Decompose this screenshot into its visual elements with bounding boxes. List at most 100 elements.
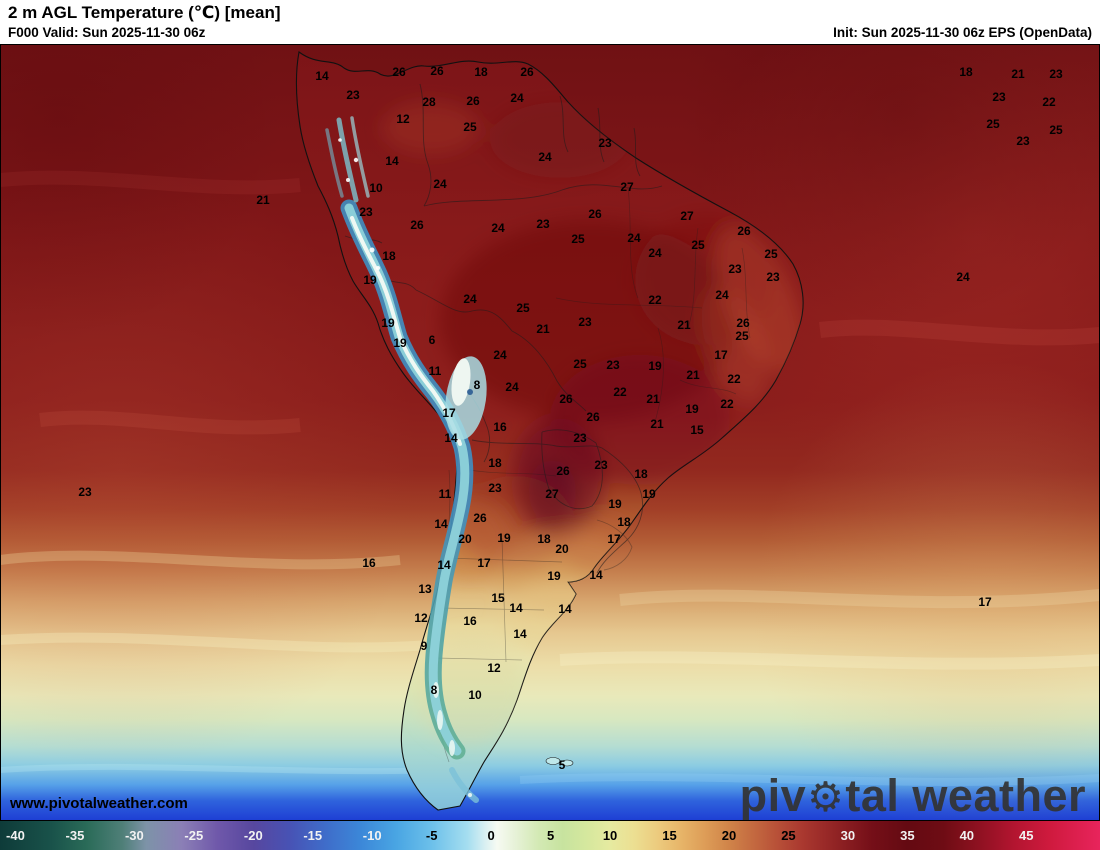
temp-label: 14: [558, 602, 572, 616]
temp-label: 23: [766, 270, 780, 284]
temp-label: 11: [438, 487, 452, 501]
temp-label: 23: [488, 481, 502, 495]
temp-label: 14: [315, 69, 329, 83]
temp-label: 23: [992, 90, 1006, 104]
temp-label: 19: [685, 402, 699, 416]
gear-icon: ⚙: [807, 774, 845, 820]
temp-label: 19: [497, 531, 511, 545]
map-title: 2 m AGL Temperature (℃) [mean]: [8, 3, 281, 22]
temp-label: 18: [617, 515, 631, 529]
temp-label: 9: [420, 639, 428, 653]
watermark-url: www.pivotalweather.com: [10, 795, 188, 812]
colorbar-tick: 5: [546, 828, 555, 843]
temp-label: 21: [650, 417, 664, 431]
temp-label: 18: [382, 249, 396, 263]
temp-label: 21: [1011, 67, 1025, 81]
temp-label: 24: [510, 91, 524, 105]
temp-label: 23: [594, 458, 608, 472]
temp-label: 14: [444, 431, 458, 445]
temp-label: 21: [686, 368, 700, 382]
temp-label: 23: [573, 431, 587, 445]
map-header: 2 m AGL Temperature (℃) [mean] F000 Vali…: [0, 0, 1100, 44]
temp-label: 14: [437, 558, 451, 572]
temp-label: 19: [648, 359, 662, 373]
colorbar-tick: -30: [124, 828, 144, 843]
temp-label: 17: [442, 406, 456, 420]
temp-label: 22: [720, 397, 734, 411]
init-time: Init: Sun 2025-11-30 06z EPS (OpenData): [833, 25, 1092, 40]
colorbar-tick: 30: [840, 828, 856, 843]
temp-label: 16: [493, 420, 507, 434]
temp-label: 22: [1042, 95, 1056, 109]
temp-label: 24: [463, 292, 477, 306]
temp-label: 12: [487, 661, 501, 675]
temp-label: 19: [381, 316, 395, 330]
temp-label: 17: [714, 348, 728, 362]
logo-text-left: piv: [739, 770, 807, 821]
temp-label: 19: [642, 487, 656, 501]
ocean-texture: [0, 170, 1100, 786]
temp-label: 26: [430, 64, 444, 78]
colorbar-tick: -20: [243, 828, 263, 843]
temp-label: 23: [536, 217, 550, 231]
temp-label: 25: [573, 357, 587, 371]
temp-label: 18: [537, 532, 551, 546]
colorbar-tick: 15: [662, 828, 677, 843]
temp-label: 14: [385, 154, 399, 168]
colorbar-tick: -25: [184, 828, 204, 843]
temp-label: 11: [428, 364, 442, 378]
temp-label: 23: [346, 88, 360, 102]
temp-label: 27: [620, 180, 634, 194]
temp-label: 24: [433, 177, 447, 191]
temp-label: 19: [393, 336, 407, 350]
temp-label: 16: [463, 614, 477, 628]
temp-label: 26: [559, 392, 573, 406]
temp-label: 24: [505, 380, 519, 394]
temp-label: 21: [677, 318, 691, 332]
temp-label: 19: [608, 497, 622, 511]
temp-label: 23: [578, 315, 592, 329]
temp-label: 19: [547, 569, 561, 583]
temp-label: 23: [1016, 134, 1030, 148]
temp-label: 10: [468, 688, 482, 702]
temp-label: 20: [555, 542, 569, 556]
temp-label: 14: [434, 517, 448, 531]
temp-label: 17: [607, 532, 621, 546]
country-borders: [344, 83, 663, 574]
valid-time: F000 Valid: Sun 2025-11-30 06z: [8, 25, 206, 40]
temp-label: 25: [463, 120, 477, 134]
temp-label: 18: [959, 65, 973, 79]
temp-label: 26: [473, 511, 487, 525]
falkland-islands: [545, 757, 574, 767]
temp-label: 23: [78, 485, 92, 499]
logo-text-right: tal weather: [845, 770, 1086, 821]
temp-label: 19: [363, 273, 377, 287]
temp-label: 12: [414, 611, 428, 625]
temperature-colorbar: -40 -35 -30 -25 -20 -15 -10 -5 0 5 10 15 20 25 30 35 40 4…: [0, 820, 1100, 850]
temp-label: 16: [362, 556, 376, 570]
temp-label: 10: [369, 181, 383, 195]
temp-label: 14: [509, 601, 523, 615]
temp-label: 12: [396, 112, 410, 126]
temp-label: 26: [556, 464, 570, 478]
temp-label: 15: [690, 423, 704, 437]
temp-label: 24: [493, 348, 507, 362]
temp-label: 17: [477, 556, 491, 570]
colorbar-tick: -35: [65, 828, 85, 843]
temp-label: 26: [520, 65, 534, 79]
temp-label: 23: [598, 136, 612, 150]
temp-label: 8: [430, 683, 438, 697]
temp-label: 18: [634, 467, 648, 481]
andes-glaciers: [338, 138, 487, 797]
temp-label: 25: [691, 238, 705, 252]
colorbar-tick: 35: [900, 828, 915, 843]
colorbar-tick: -5: [425, 828, 438, 843]
temp-label: 14: [513, 627, 527, 641]
temp-label: 24: [715, 288, 729, 302]
colorbar-tick: 25: [781, 828, 796, 843]
temp-label: 22: [613, 385, 627, 399]
temp-label: 24: [648, 246, 662, 260]
temp-label: 17: [978, 595, 992, 609]
temp-label: 5: [558, 758, 566, 772]
